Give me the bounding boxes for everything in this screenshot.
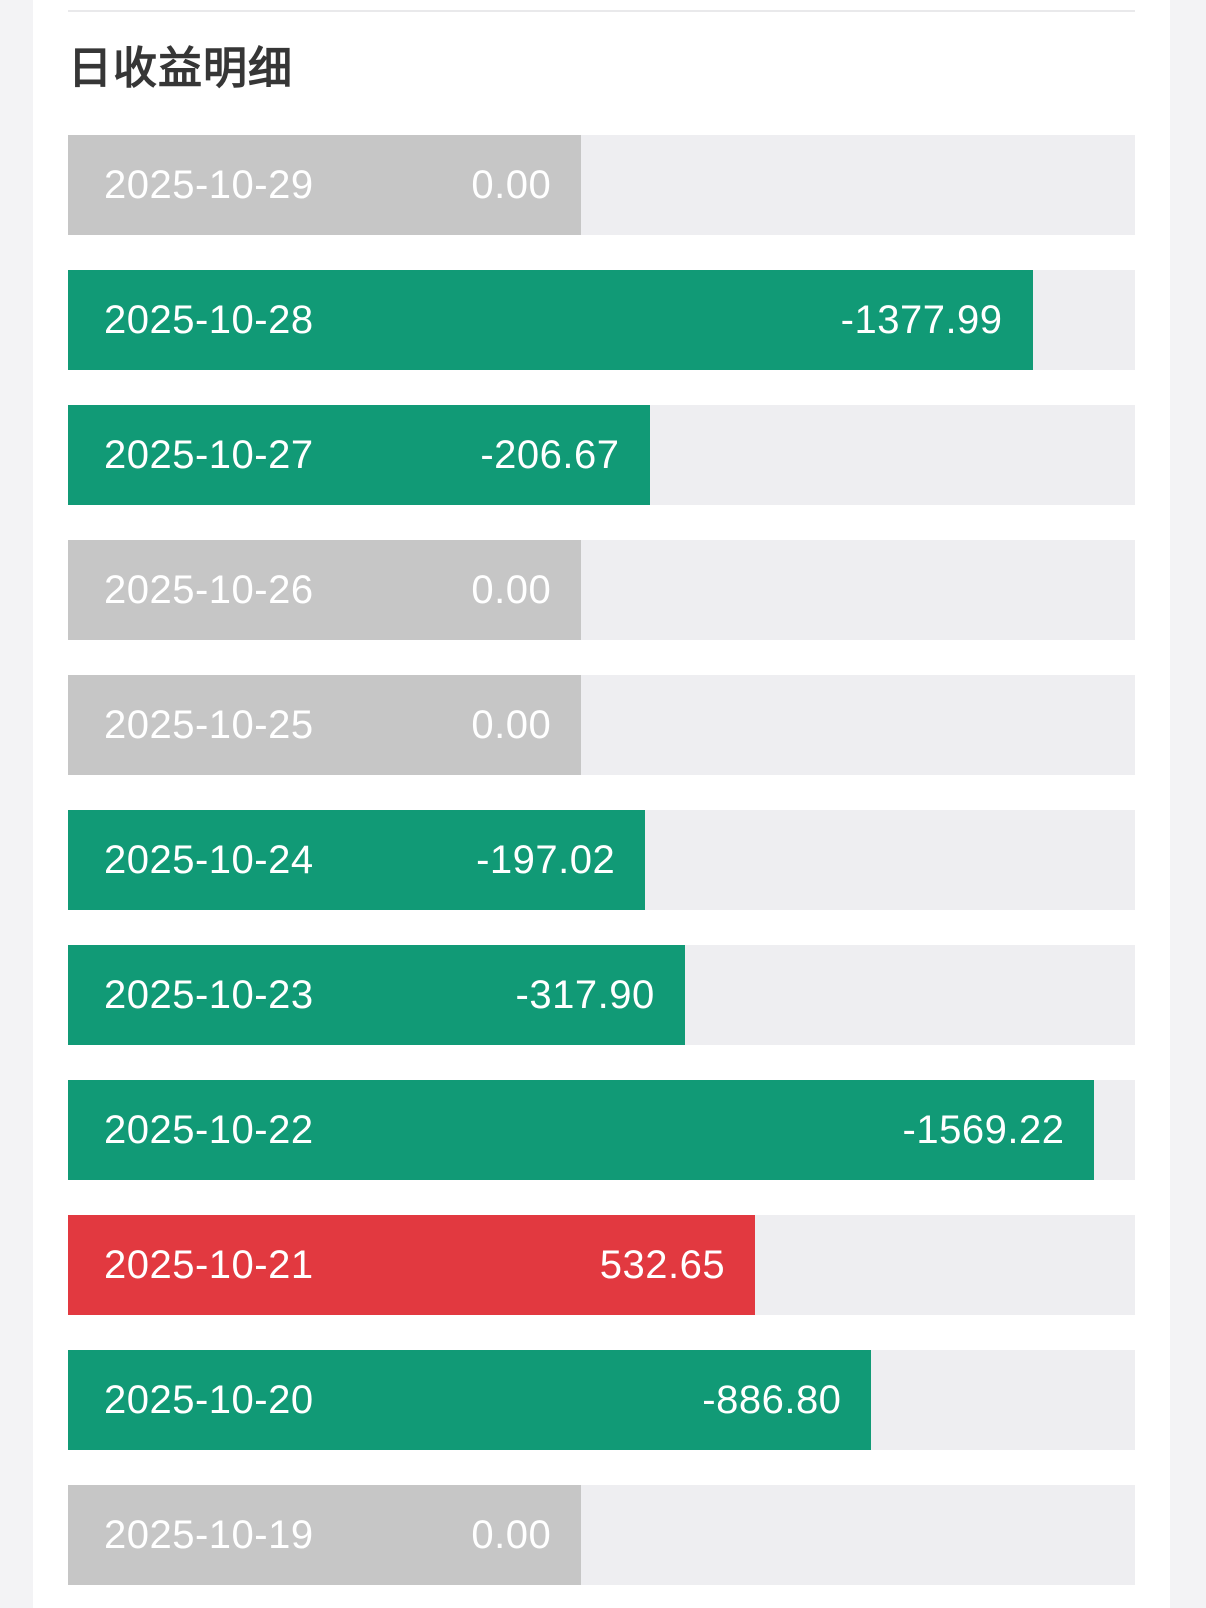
daily-profit-row[interactable]: 2025-10-19 0.00 xyxy=(68,1485,1135,1585)
row-date-label: 2025-10-28 xyxy=(104,297,314,342)
daily-profit-bar: 2025-10-20 -886.80 xyxy=(68,1350,872,1450)
daily-profit-card: 日收益明细 2025-10-29 0.00 2025-10-28 -1377.9… xyxy=(33,0,1170,1608)
row-value-label: -317.90 xyxy=(515,972,655,1017)
daily-profit-row[interactable]: 2025-10-27 -206.67 xyxy=(68,405,1135,505)
row-date-label: 2025-10-20 xyxy=(104,1377,314,1422)
daily-profit-bar: 2025-10-24 -197.02 xyxy=(68,810,646,910)
row-date-label: 2025-10-27 xyxy=(104,432,314,477)
daily-profit-bar: 2025-10-29 0.00 xyxy=(68,135,582,235)
row-value-label: 0.00 xyxy=(471,162,552,207)
daily-profit-bar: 2025-10-26 0.00 xyxy=(68,540,582,640)
row-date-label: 2025-10-19 xyxy=(104,1512,314,1557)
row-date-label: 2025-10-21 xyxy=(104,1242,314,1287)
row-date-label: 2025-10-26 xyxy=(104,567,314,612)
row-value-label: 0.00 xyxy=(471,1512,552,1557)
row-value-label: -1569.22 xyxy=(902,1107,1065,1152)
daily-profit-row[interactable]: 2025-10-25 0.00 xyxy=(68,675,1135,775)
daily-profit-bar: 2025-10-19 0.00 xyxy=(68,1485,582,1585)
row-date-label: 2025-10-23 xyxy=(104,972,314,1017)
daily-profit-row[interactable]: 2025-10-26 0.00 xyxy=(68,540,1135,640)
row-date-label: 2025-10-22 xyxy=(104,1107,314,1152)
daily-profit-row[interactable]: 2025-10-21 532.65 xyxy=(68,1215,1135,1315)
row-date-label: 2025-10-29 xyxy=(104,162,314,207)
row-value-label: -886.80 xyxy=(702,1377,842,1422)
daily-profit-bar: 2025-10-21 532.65 xyxy=(68,1215,756,1315)
daily-profit-bar: 2025-10-28 -1377.99 xyxy=(68,270,1033,370)
row-value-label: 0.00 xyxy=(471,702,552,747)
daily-profit-row[interactable]: 2025-10-20 -886.80 xyxy=(68,1350,1135,1450)
row-value-label: -1377.99 xyxy=(840,297,1003,342)
daily-profit-row[interactable]: 2025-10-24 -197.02 xyxy=(68,810,1135,910)
daily-profit-row[interactable]: 2025-10-23 -317.90 xyxy=(68,945,1135,1045)
row-value-label: 532.65 xyxy=(599,1242,726,1287)
row-value-label: 0.00 xyxy=(471,567,552,612)
daily-profit-row[interactable]: 2025-10-28 -1377.99 xyxy=(68,270,1135,370)
row-date-label: 2025-10-24 xyxy=(104,837,314,882)
daily-profit-row[interactable]: 2025-10-22 -1569.22 xyxy=(68,1080,1135,1180)
daily-profit-bar: 2025-10-27 -206.67 xyxy=(68,405,650,505)
row-value-label: -197.02 xyxy=(476,837,616,882)
daily-profit-bar: 2025-10-22 -1569.22 xyxy=(68,1080,1095,1180)
daily-profit-row[interactable]: 2025-10-29 0.00 xyxy=(68,135,1135,235)
row-date-label: 2025-10-25 xyxy=(104,702,314,747)
top-divider xyxy=(68,10,1135,12)
daily-profit-bar-list: 2025-10-29 0.00 2025-10-28 -1377.99 2025… xyxy=(68,135,1135,1585)
row-value-label: -206.67 xyxy=(480,432,620,477)
daily-profit-bar: 2025-10-23 -317.90 xyxy=(68,945,685,1045)
daily-profit-bar: 2025-10-25 0.00 xyxy=(68,675,582,775)
page-title: 日收益明细 xyxy=(68,44,293,93)
